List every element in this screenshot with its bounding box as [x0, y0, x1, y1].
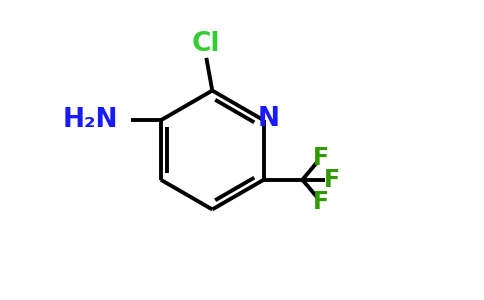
Text: Cl: Cl: [192, 32, 221, 58]
Text: N: N: [258, 106, 280, 132]
Text: F: F: [313, 190, 329, 214]
Text: F: F: [324, 168, 340, 192]
Text: H₂N: H₂N: [62, 107, 118, 133]
Text: F: F: [313, 146, 329, 170]
